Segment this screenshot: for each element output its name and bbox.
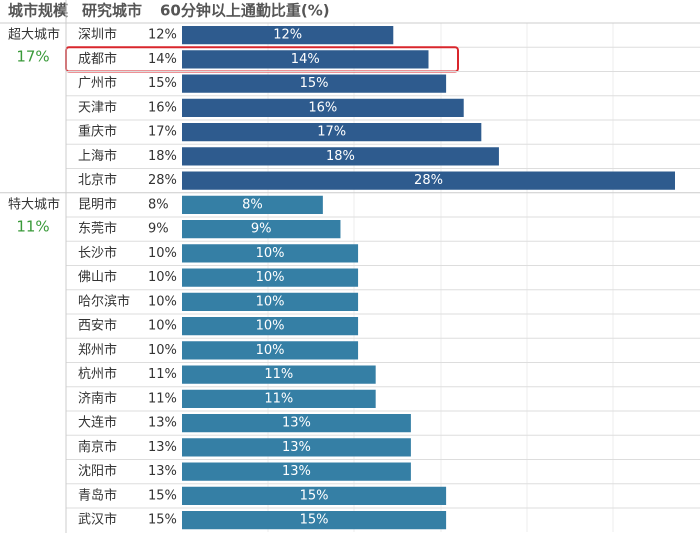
- value-text: 11%: [148, 367, 177, 382]
- bar-label: 17%: [317, 125, 346, 140]
- bar: [182, 341, 359, 360]
- bar: [182, 317, 359, 336]
- bar: [182, 292, 359, 311]
- bar: [182, 74, 447, 93]
- bar-label: 10%: [256, 294, 285, 309]
- bar-label: 15%: [300, 76, 329, 91]
- city-label: 昆明市: [78, 196, 117, 212]
- value-text: 28%: [148, 173, 177, 188]
- value-text: 13%: [148, 416, 177, 431]
- value-text: 10%: [148, 343, 177, 358]
- group-name: 特大城市: [8, 196, 60, 212]
- city-label: 长沙市: [78, 245, 117, 261]
- bar: [182, 147, 499, 166]
- bar: [182, 462, 411, 481]
- group-value: 11%: [16, 217, 49, 235]
- bar: [182, 195, 323, 214]
- value-text: 13%: [148, 464, 177, 479]
- bar: [182, 50, 429, 69]
- bar-label: 8%: [242, 197, 263, 212]
- value-text: 10%: [148, 294, 177, 309]
- bar: [182, 268, 359, 287]
- city-label: 沈阳市: [78, 463, 117, 479]
- value-text: 10%: [148, 246, 177, 261]
- bar-label: 13%: [282, 416, 311, 431]
- bar-label: 11%: [264, 367, 293, 382]
- value-text: 15%: [148, 513, 177, 528]
- bar-label: 10%: [256, 246, 285, 261]
- city-label: 深圳市: [78, 27, 117, 43]
- city-label: 上海市: [78, 148, 117, 164]
- value-text: 16%: [148, 100, 177, 115]
- value-text: 15%: [148, 76, 177, 91]
- bar: [182, 26, 394, 45]
- bar: [182, 220, 341, 239]
- city-label: 大连市: [78, 415, 117, 431]
- bar-label: 10%: [256, 270, 285, 285]
- city-label: 东莞市: [78, 221, 117, 237]
- city-label: 广州市: [78, 75, 117, 91]
- bar-label: 13%: [282, 464, 311, 479]
- city-label: 西安市: [78, 318, 117, 334]
- bar-label: 13%: [282, 440, 311, 455]
- bar: [182, 244, 359, 263]
- bar-label: 9%: [251, 222, 272, 237]
- bar-label: 16%: [308, 100, 337, 115]
- city-label: 天津市: [78, 99, 117, 115]
- header: 研究城市: [82, 2, 142, 20]
- bar: [182, 414, 411, 433]
- bar-label: 15%: [300, 513, 329, 528]
- bar: [182, 486, 447, 505]
- city-label: 郑州市: [78, 342, 117, 358]
- city-label: 济南市: [78, 390, 117, 406]
- city-label: 佛山市: [78, 269, 117, 285]
- bar: [182, 171, 675, 190]
- value-text: 9%: [148, 222, 169, 237]
- bar: [182, 123, 482, 142]
- city-label: 武汉市: [78, 512, 117, 528]
- value-text: 10%: [148, 270, 177, 285]
- bar: [182, 389, 376, 408]
- bar-label: 10%: [256, 343, 285, 358]
- city-label: 北京市: [78, 172, 117, 188]
- bar-label: 18%: [326, 149, 355, 164]
- bar-label: 12%: [273, 28, 302, 43]
- header: 60分钟以上通勤比重(%): [160, 2, 330, 20]
- bar: [182, 438, 411, 457]
- city-label: 哈尔滨市: [78, 293, 130, 309]
- value-text: 18%: [148, 149, 177, 164]
- city-label: 杭州市: [78, 366, 117, 382]
- bar-label: 11%: [264, 391, 293, 406]
- value-text: 12%: [148, 28, 177, 43]
- bar-label: 10%: [256, 319, 285, 334]
- group-name: 超大城市: [8, 27, 60, 43]
- city-label: 南京市: [78, 439, 117, 455]
- bar: [182, 98, 464, 117]
- bar-label: 15%: [300, 488, 329, 503]
- value-text: 17%: [148, 125, 177, 140]
- value-text: 11%: [148, 391, 177, 406]
- city-label: 重庆市: [78, 124, 117, 140]
- city-label: 成都市: [78, 51, 117, 67]
- bar: [182, 511, 447, 530]
- city-label: 青岛市: [78, 487, 117, 503]
- value-text: 15%: [148, 488, 177, 503]
- value-text: 14%: [148, 52, 177, 67]
- bar-label: 28%: [414, 173, 443, 188]
- group-value: 17%: [16, 48, 49, 66]
- value-text: 8%: [148, 197, 169, 212]
- value-text: 13%: [148, 440, 177, 455]
- header: 城市规模: [8, 2, 69, 20]
- bar-label: 14%: [291, 52, 320, 67]
- value-text: 10%: [148, 319, 177, 334]
- bar: [182, 365, 376, 384]
